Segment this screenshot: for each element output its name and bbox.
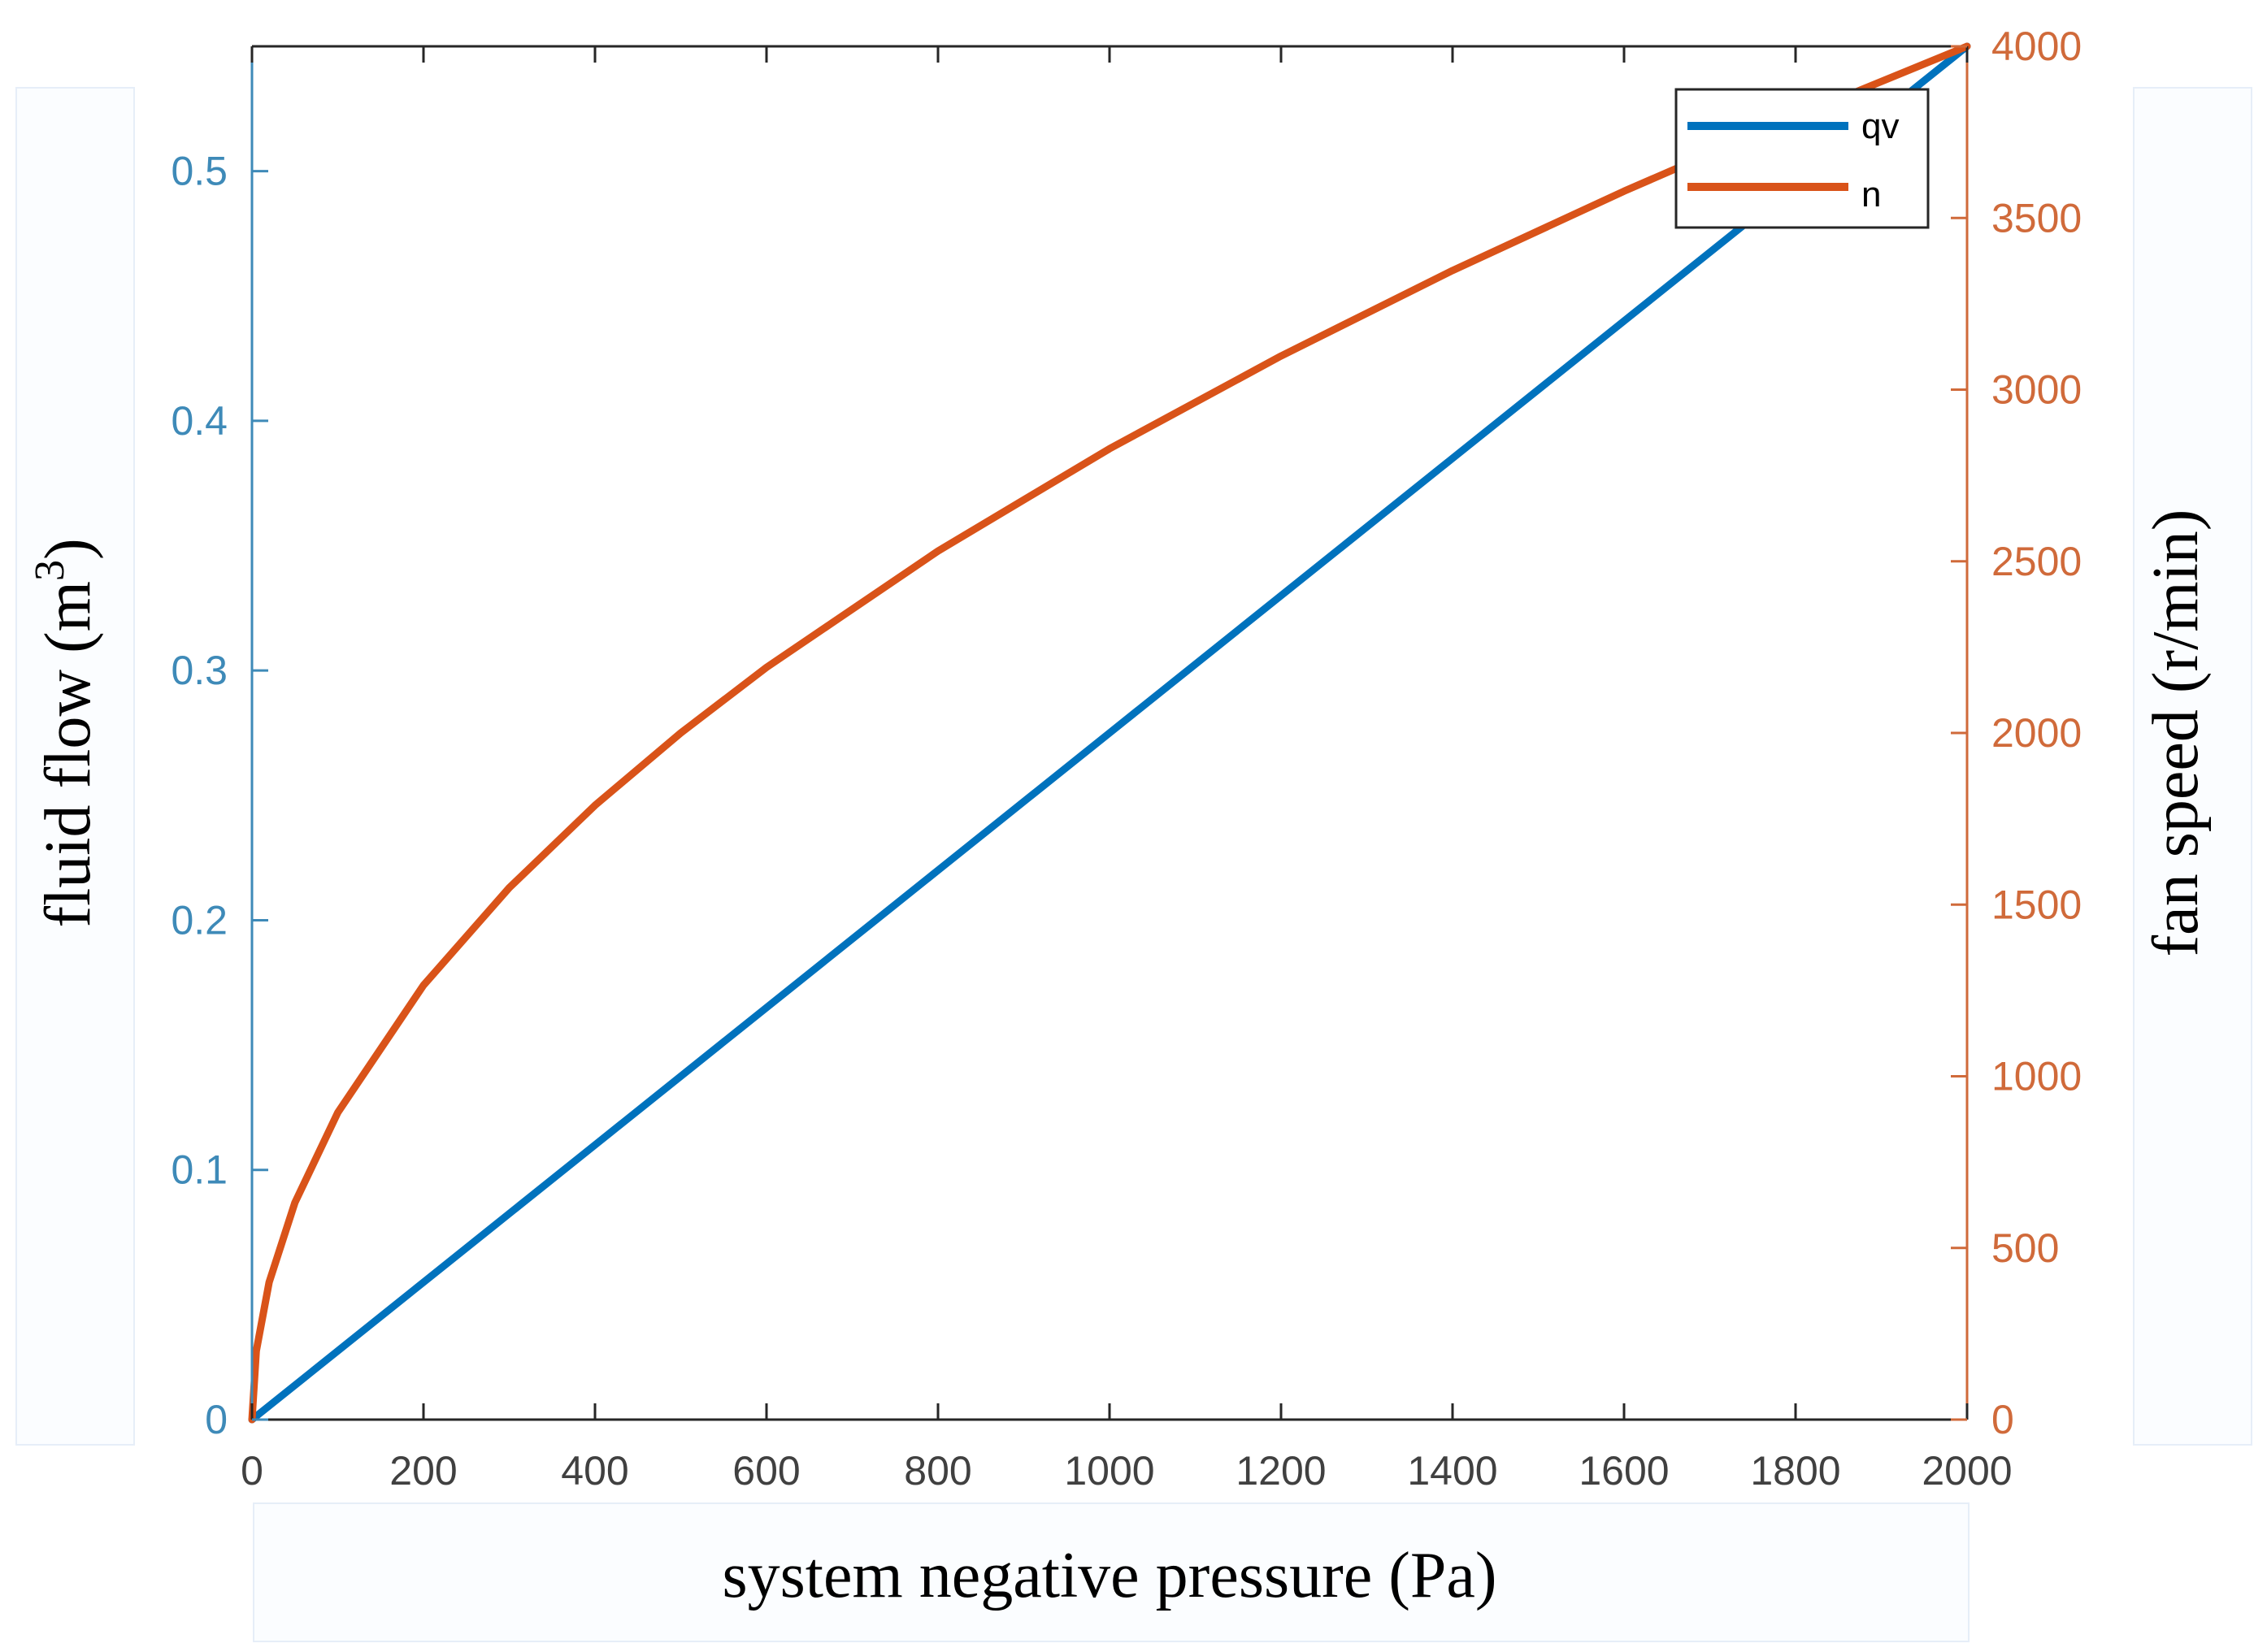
y-axis-left-title-superscript: 3 — [27, 560, 73, 581]
y-left-tick-label: 0.1 — [171, 1147, 228, 1193]
y-left-tick-label: 0.5 — [171, 149, 228, 194]
y-left-tick-label: 0.4 — [171, 398, 228, 444]
x-tick-label: 1600 — [1579, 1448, 1669, 1494]
y-right-tick-label: 0 — [1991, 1397, 2014, 1442]
y-right-tick-label: 1500 — [1991, 882, 2082, 927]
background-panels — [15, 87, 2252, 1642]
x-tick-label: 1000 — [1064, 1448, 1154, 1494]
legend-label-n: n — [1861, 175, 1881, 215]
x-tick-label: 800 — [904, 1448, 971, 1494]
y-left-tick-label: 0 — [205, 1397, 228, 1442]
y-axis-left-title-close: ) — [33, 538, 104, 560]
x-tick-label: 1400 — [1407, 1448, 1497, 1494]
x-tick-label: 2000 — [1922, 1448, 2012, 1494]
y-left-tick-label: 0.3 — [171, 648, 228, 693]
x-tick-label: 200 — [389, 1448, 457, 1494]
y-right-tick-label: 2500 — [1991, 539, 2082, 584]
y-right-tick-label: 1000 — [1991, 1054, 2082, 1099]
y-right-tick-label: 3000 — [1991, 367, 2082, 413]
x-tick-label: 1200 — [1236, 1448, 1326, 1494]
ticks-layer: 0 200 400 600 800 1000 1200 1400 1600 1800 2000 0 0.… — [171, 24, 2082, 1494]
y-right-tick-label: 500 — [1991, 1225, 2059, 1271]
y-right-tick-label: 2000 — [1991, 710, 2082, 756]
x-tick-label: 400 — [561, 1448, 628, 1494]
x-tick-label: 600 — [732, 1448, 800, 1494]
legend: qv n — [1674, 88, 1930, 229]
legend-box — [1674, 88, 1930, 229]
series-layer — [248, 42, 1971, 1424]
y-axis-left-title: fluid flow (m3) — [27, 538, 104, 927]
x-tick-label: 1800 — [1750, 1448, 1840, 1494]
y-right-tick-label: 4000 — [1991, 24, 2082, 69]
x-axis-title: system negative pressure (Pa) — [722, 1540, 1496, 1611]
y-right-tick-label: 3500 — [1991, 195, 2082, 241]
y-axis-left-title-text: fluid flow (m — [33, 581, 104, 928]
legend-label-qv: qv — [1861, 106, 1899, 146]
x-tick-label: 0 — [241, 1448, 263, 1494]
series-line-n — [248, 42, 1971, 1424]
series-line-qv — [248, 42, 1971, 1424]
y-axis-right-title: fan speed (r/min) — [2140, 509, 2212, 957]
y-left-tick-label: 0.2 — [171, 897, 228, 943]
